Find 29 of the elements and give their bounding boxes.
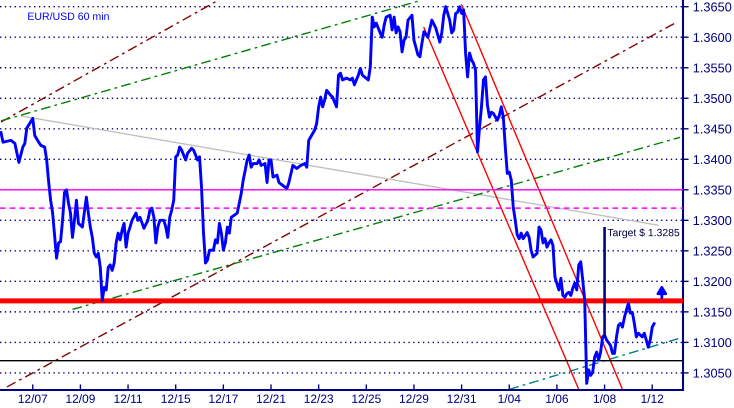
x-tick-label: 12/07 [18,394,48,403]
y-tick-label: 1.3300 [694,216,732,226]
annotation: Target $ 1.3285 [608,228,680,238]
x-tick-label: 12/09 [66,394,95,403]
x-tick-label: 1/08 [594,394,616,403]
y-tick-label: 1.3650 [694,2,732,12]
y-tick-label: 1.3350 [694,186,732,195]
y-tick-label: 1.3400 [694,155,732,164]
y-tick-label: 1.3600 [694,32,732,42]
y-tick-label: 1.3150 [694,308,732,317]
y-tick-label: 1.3200 [694,277,732,286]
text: EUR/USD 60 min [28,12,109,20]
y-tick-label: 1.3250 [694,246,732,256]
x-tick-label: 12/15 [162,394,190,403]
y-tick-label: 1.3500 [694,94,732,104]
x-tick-label: 12/29 [400,394,428,403]
x-tick-label: 12/21 [256,394,286,403]
x-tick-label: 12/25 [352,394,381,403]
x-tick-label: 1/12 [642,394,664,403]
x-tick-label: 1/04 [498,394,521,403]
y-tick-label: 1.3050 [694,368,732,378]
y-tick-label: 1.3100 [694,338,732,348]
x-tick-label: 1/06 [546,394,568,403]
y-tick-label: 1.3550 [694,63,732,72]
y-tick-label: 1.3450 [694,124,732,134]
x-tick-label: 12/31 [448,394,476,403]
x-tick-label: 12/23 [304,394,334,403]
x-tick-label: 12/17 [209,394,238,403]
x-tick-label: 12/11 [114,394,142,403]
